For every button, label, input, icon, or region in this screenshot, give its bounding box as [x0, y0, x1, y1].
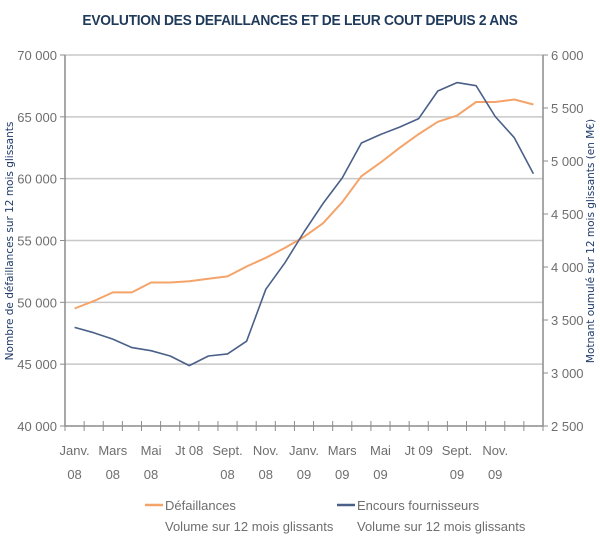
- x-tick-label-year: 09: [450, 467, 464, 482]
- y-tick-label: 40 000: [17, 419, 57, 434]
- y-tick-label: 60 000: [17, 172, 57, 187]
- legend-label: Encours fournisseurs: [357, 498, 480, 513]
- x-tick-label-year: 09: [297, 467, 311, 482]
- y-tick-label: 55 000: [17, 234, 57, 249]
- x-tick-label-year: 09: [488, 467, 502, 482]
- y2-tick-label: 5 000: [551, 154, 584, 169]
- x-tick-label-year: 08: [67, 467, 81, 482]
- left-axis-title: Nombre de défaillances sur 12 mois gliss…: [4, 122, 16, 361]
- gridlines: [65, 54, 543, 365]
- left-axis-ticks: 40 000 45 000 50 000 55 000 60 000 65 000 70 0…: [17, 48, 65, 434]
- x-tick-label-year: 08: [106, 467, 120, 482]
- x-tick-label-year: 09: [335, 467, 349, 482]
- legend-sublabel: Volume sur 12 mois glissants: [357, 519, 526, 534]
- y2-tick-label: 4 500: [551, 207, 584, 222]
- x-tick-label: Janv.: [289, 443, 319, 458]
- x-tick-label: Sept.: [442, 443, 472, 458]
- right-axis-title: Motnant oumulé sur 12 mois glissants (en…: [585, 119, 597, 363]
- legend-sublabel: Volume sur 12 mois glissants: [165, 519, 334, 534]
- y-tick-label: 65 000: [17, 110, 57, 125]
- right-axis-ticks: 2 500 3 000 3 500 4 000 4 500 5 000 5 500 6 000: [543, 48, 584, 434]
- x-tick-label: Mars: [328, 443, 357, 458]
- x-tick-label: Mai: [370, 443, 391, 458]
- legend: Défaillances Volume sur 12 mois glissants…: [145, 498, 526, 534]
- x-tick-label: Mai: [141, 443, 162, 458]
- x-tick-label: Janv.: [60, 443, 90, 458]
- x-axis-ticks: Janv. 08 Mars 08 Mai 08 Jt 08 Sept. 08 Nov. 08 Janv…: [60, 421, 544, 482]
- x-tick-label: Sept.: [212, 443, 242, 458]
- legend-label: Défaillances: [165, 498, 236, 513]
- y2-tick-label: 2 500: [551, 419, 584, 434]
- series-line-defaillances: [74, 98, 534, 310]
- y-tick-label: 50 000: [17, 295, 57, 310]
- y2-tick-label: 5 500: [551, 101, 584, 116]
- chart-title: EVOLUTION DES DEFAILLANCES ET DE LEUR CO…: [82, 12, 518, 29]
- y2-tick-label: 4 000: [551, 260, 584, 275]
- y-tick-label: 45 000: [17, 357, 57, 372]
- x-tick-label: Mars: [98, 443, 127, 458]
- x-tick-label: Nov.: [253, 443, 279, 458]
- x-tick-label-year: 08: [259, 467, 273, 482]
- series-lines: [74, 81, 535, 367]
- x-tick-label-year: 08: [144, 467, 158, 482]
- x-tick-label: Jt 09: [405, 443, 433, 458]
- series-line-encours: [74, 81, 535, 367]
- y2-tick-label: 3 500: [551, 313, 584, 328]
- x-tick-label-year: 08: [220, 467, 234, 482]
- y2-tick-label: 3 000: [551, 366, 584, 381]
- y2-tick-label: 6 000: [551, 48, 584, 63]
- x-tick-label-year: 09: [373, 467, 387, 482]
- x-tick-label: Nov.: [482, 443, 508, 458]
- y-tick-label: 70 000: [17, 48, 57, 63]
- x-tick-label: Jt 08: [175, 443, 203, 458]
